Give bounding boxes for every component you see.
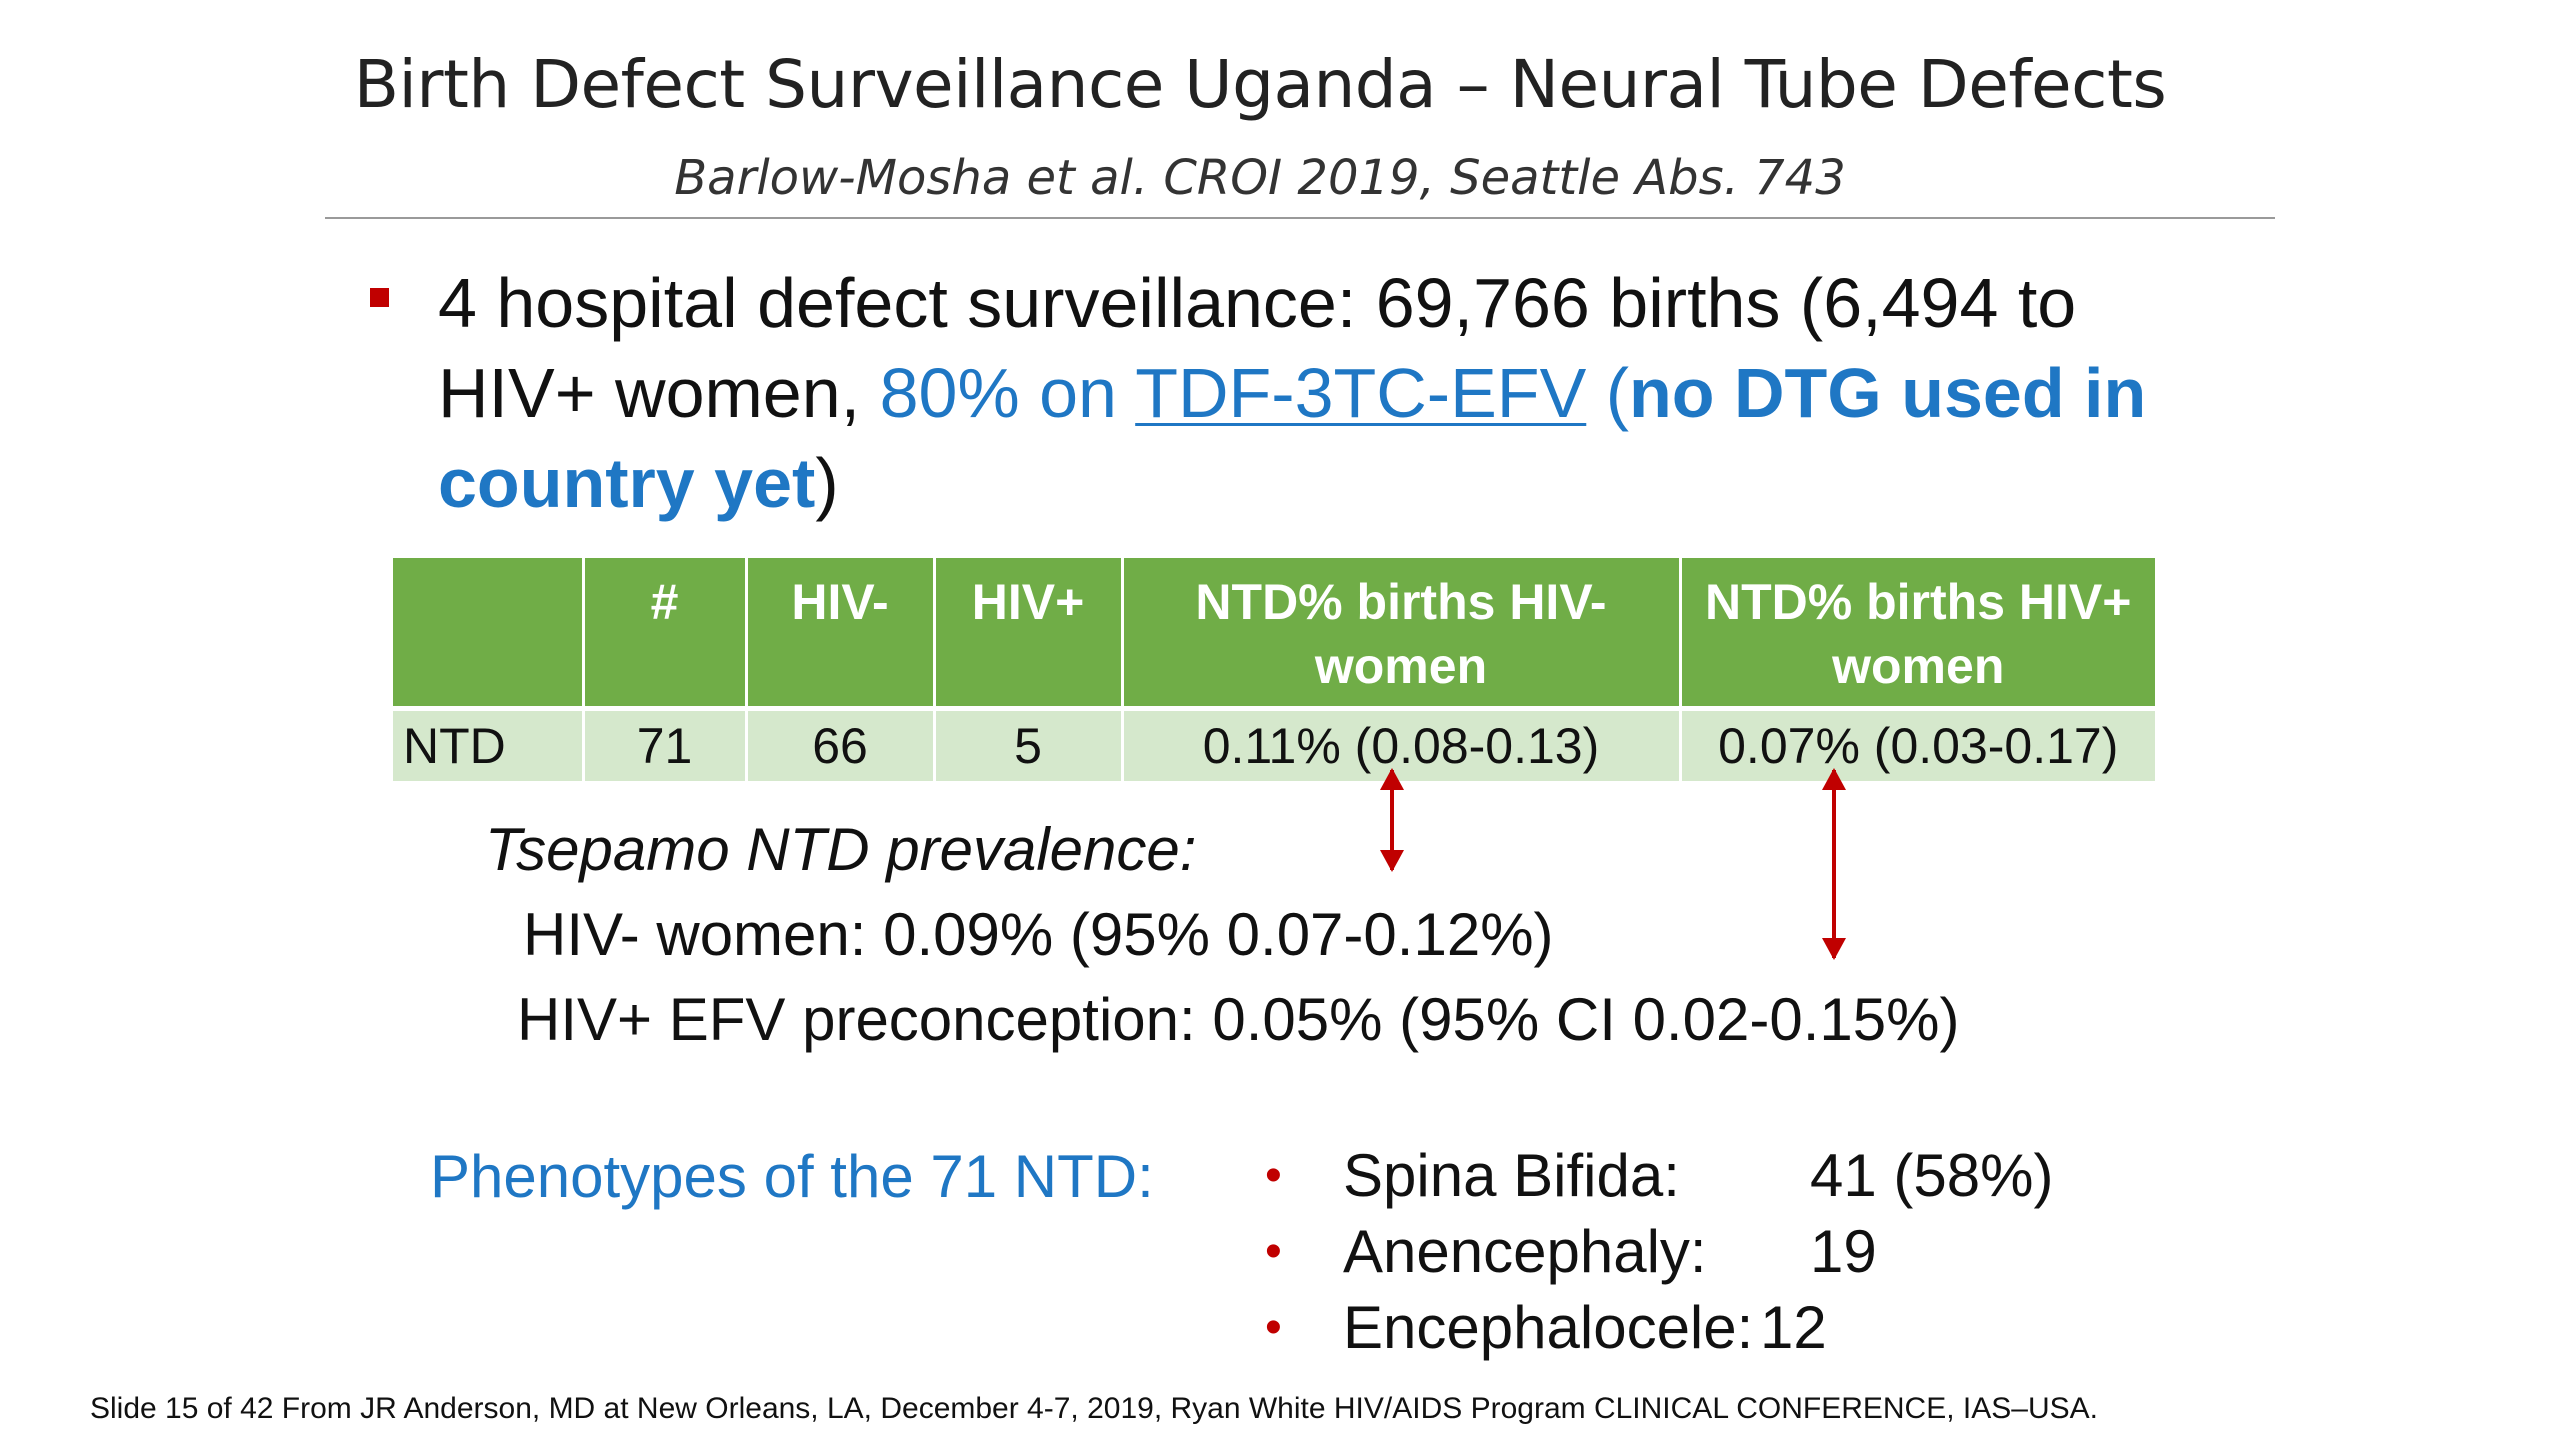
phenotype-count: 19 xyxy=(1810,1218,1877,1285)
slide-title: Birth Defect Surveillance Uganda – Neura… xyxy=(353,46,2167,123)
table-header-cell: NTD% births HIV- women xyxy=(1122,558,1682,711)
table-header-cell: NTD% births HIV+ women xyxy=(1680,558,2155,711)
table-cell: NTD xyxy=(393,708,585,781)
table-cell: 71 xyxy=(583,708,748,781)
surveillance-bullet: 4 hospital defect surveillance: 69,766 b… xyxy=(438,258,2158,528)
slide-footer: Slide 15 of 42 From JR Anderson, MD at N… xyxy=(90,1392,2098,1425)
bullet-text-part5: ) xyxy=(815,444,839,522)
table-header-cell xyxy=(393,558,585,711)
phenotype-name: Encephalocele: xyxy=(1343,1294,1754,1361)
table-header-row: # HIV- HIV+ NTD% births HIV- women NTD% … xyxy=(393,558,2155,711)
phenotype-count: 41 (58%) xyxy=(1810,1142,2054,1209)
table-header-cell: HIV+ xyxy=(934,558,1124,711)
ntd-table: # HIV- HIV+ NTD% births HIV- women NTD% … xyxy=(393,558,2155,781)
double-arrow-icon xyxy=(1380,768,1404,872)
table-cell: 5 xyxy=(934,708,1124,781)
bullet-text-part3: ( xyxy=(1586,354,1630,432)
bullet-text-part1: 4 hospital defect surveillance: 69,766 b… xyxy=(438,264,2077,432)
bullet-text-part2: 80% on xyxy=(879,354,1136,432)
slide-subtitle: Barlow-Mosha et al. CROI 2019, Seattle A… xyxy=(674,150,1846,206)
tsepamo-hiv-negative: HIV- women: 0.09% (95% 0.07-0.12%) xyxy=(523,901,1554,968)
bullet-dot-icon: • xyxy=(1265,1149,1282,1202)
phenotypes-label: Phenotypes of the 71 NTD: xyxy=(430,1143,1154,1210)
double-arrow-icon xyxy=(1822,768,1846,960)
phenotype-name: Spina Bifida: xyxy=(1343,1142,1680,1209)
phenotype-name: Anencephaly: xyxy=(1343,1218,1707,1285)
title-divider xyxy=(325,217,2275,219)
tsepamo-heading: Tsepamo NTD prevalence: xyxy=(485,816,1197,883)
bullet-dot-icon: • xyxy=(1265,1225,1282,1278)
bullet-dot-icon: • xyxy=(1265,1301,1282,1354)
bullet-square-icon xyxy=(370,288,389,307)
tsepamo-hiv-positive-efv: HIV+ EFV preconception: 0.05% (95% CI 0.… xyxy=(517,986,1960,1053)
regimen-link[interactable]: TDF-3TC-EFV xyxy=(1135,354,1587,432)
bullet-text-no-dtg: no DTG used in country yet xyxy=(438,354,2147,522)
table-cell: 0.07% (0.03-0.17) xyxy=(1680,708,2155,781)
table-row: NTD 71 66 5 0.11% (0.08-0.13) 0.07% (0.0… xyxy=(393,708,2155,781)
table-header-cell: HIV- xyxy=(746,558,936,711)
table-cell: 66 xyxy=(746,708,936,781)
phenotype-count: 12 xyxy=(1760,1294,1827,1361)
table-header-cell: # xyxy=(583,558,748,711)
